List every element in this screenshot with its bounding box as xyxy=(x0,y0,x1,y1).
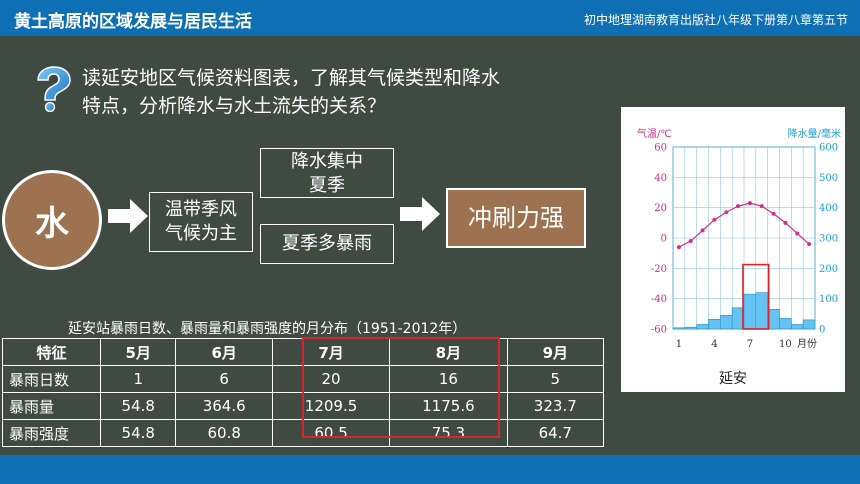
temperature-line xyxy=(678,202,810,248)
header-cell: 6月 xyxy=(175,338,273,366)
arrow-right-icon xyxy=(400,197,440,231)
precip-bar xyxy=(802,319,816,330)
question-line-1: 读延安地区气候资料图表，了解其气候类型和降水 xyxy=(82,67,501,89)
temperature-point xyxy=(736,204,741,209)
precip-bar xyxy=(791,324,804,330)
footer-bar xyxy=(0,455,860,484)
temp-tick-label: 60 xyxy=(654,143,667,154)
header-bar: 黄土高原的区域发展与居民生活 初中地理湖南教育出版社八年级下册第八章第五节 xyxy=(0,0,860,36)
climate-line-2: 气候为主 xyxy=(165,223,237,244)
temp-tick-label: 40 xyxy=(654,173,667,184)
row-label: 暴雨日数 xyxy=(2,365,101,393)
highlight-box xyxy=(742,263,770,330)
table-cell: 16 xyxy=(389,365,508,393)
chart-title: 延安 xyxy=(719,371,747,387)
temperature-point xyxy=(724,210,729,215)
climate-line-1: 温带季风 xyxy=(165,199,237,220)
temp-tick-label: 20 xyxy=(654,203,667,214)
month-tick-label: 4 xyxy=(711,339,717,350)
row-label: 暴雨强度 xyxy=(2,419,101,447)
temperature-point xyxy=(771,211,776,216)
precip-bar xyxy=(779,318,792,330)
climate-type-box: 温带季风 气候为主 xyxy=(149,192,253,252)
table-cell: 60.8 xyxy=(175,419,273,447)
climate-chart-panel: 60 40 20 0 -20 -40 -60 600 500 400 300 200 100 0 气温/℃ 降… xyxy=(621,107,845,392)
precip-bar xyxy=(720,315,733,330)
table-cell: 54.8 xyxy=(99,392,177,420)
precip-bar xyxy=(672,327,686,330)
precip-axis-label: 降水量/毫米 xyxy=(788,127,841,140)
header-cell: 特征 xyxy=(2,338,101,366)
table-cell: 54.8 xyxy=(99,419,177,447)
precip-tick-label: 400 xyxy=(819,203,838,214)
precip-bar xyxy=(743,293,757,330)
temp-tick-label: -40 xyxy=(651,294,667,305)
header-cell: 9月 xyxy=(506,338,605,366)
temperature-point xyxy=(807,242,812,247)
table-cell: 1209.5 xyxy=(271,392,391,420)
precip-bar xyxy=(684,326,697,330)
arrow-right-icon xyxy=(108,199,148,233)
table-cell: 323.7 xyxy=(506,392,605,420)
table-row: 暴雨强度 54.8 60.8 60.5 75.3 64.7 xyxy=(2,419,605,447)
precip-tick-label: 100 xyxy=(819,294,838,305)
precip-tick-label: 200 xyxy=(819,264,838,275)
month-tick-label: 10 xyxy=(779,339,792,350)
temp-tick-label: -60 xyxy=(651,325,667,336)
table-cell: 5 xyxy=(506,365,605,393)
precip-tick-label: 500 xyxy=(819,173,838,184)
row-label: 暴雨量 xyxy=(2,392,101,420)
temperature-point xyxy=(759,204,764,209)
temp-axis-label: 气温/℃ xyxy=(637,127,672,140)
question-line-2: 特点，分析降水与水土流失的关系？ xyxy=(82,95,387,117)
page-subtitle: 初中地理湖南教育出版社八年级下册第八章第五节 xyxy=(583,13,848,27)
temperature-point xyxy=(747,201,752,206)
table-header-row: 特征 5月 6月 7月 8月 9月 xyxy=(2,338,605,366)
table-caption: 延安站暴雨日数、暴雨量和暴雨强度的月分布（1951-2012年） xyxy=(68,321,467,337)
table-cell: 6 xyxy=(175,365,273,393)
header-cell: 5月 xyxy=(99,338,177,366)
table-cell: 364.6 xyxy=(175,392,273,420)
summer-rain-box: 降水集中 夏季 xyxy=(260,148,394,198)
precip-tick-label: 300 xyxy=(819,234,838,245)
page-title: 黄土高原的区域发展与居民生活 xyxy=(14,12,252,32)
month-tick-label: 1 xyxy=(676,339,682,350)
month-tick-label: 7 xyxy=(747,339,753,350)
table-row: 暴雨量 54.8 364.6 1209.5 1175.6 323.7 xyxy=(2,392,605,420)
rain-line-2: 夏季 xyxy=(309,175,345,196)
temp-tick-label: 0 xyxy=(661,234,667,245)
question-mark-icon xyxy=(37,66,71,112)
water-circle: 水 xyxy=(2,170,102,270)
precip-bar xyxy=(708,318,721,330)
table-cell: 1 xyxy=(99,365,177,393)
summer-storm-box: 夏季多暴雨 xyxy=(260,224,394,264)
table-highlight-july-august xyxy=(302,337,500,438)
table-cell: 64.7 xyxy=(506,419,605,447)
header-cell: 8月 xyxy=(389,338,508,366)
storm-table: 特征 5月 6月 7月 8月 9月 暴雨日数 1 6 20 16 5 暴雨量 5… xyxy=(2,338,605,447)
erosion-result-box: 冲刷力强 xyxy=(446,188,586,248)
temperature-point xyxy=(783,220,788,225)
question-text: 读延安地区气候资料图表，了解其气候类型和降水 特点，分析降水与水土流失的关系？ xyxy=(82,64,582,120)
temperature-point xyxy=(795,231,800,236)
precip-tick-label: 600 xyxy=(819,143,838,154)
precip-bar xyxy=(755,292,768,330)
x-axis-label: 月份 xyxy=(797,338,817,350)
temperature-point xyxy=(712,217,717,222)
temperature-point xyxy=(676,245,681,250)
precip-tick-label: 0 xyxy=(819,325,825,336)
temperature-point xyxy=(688,239,693,244)
precip-bar xyxy=(696,324,709,330)
rain-line-1: 降水集中 xyxy=(291,151,363,172)
temperature-point xyxy=(700,228,705,233)
temp-tick-label: -20 xyxy=(651,264,667,275)
